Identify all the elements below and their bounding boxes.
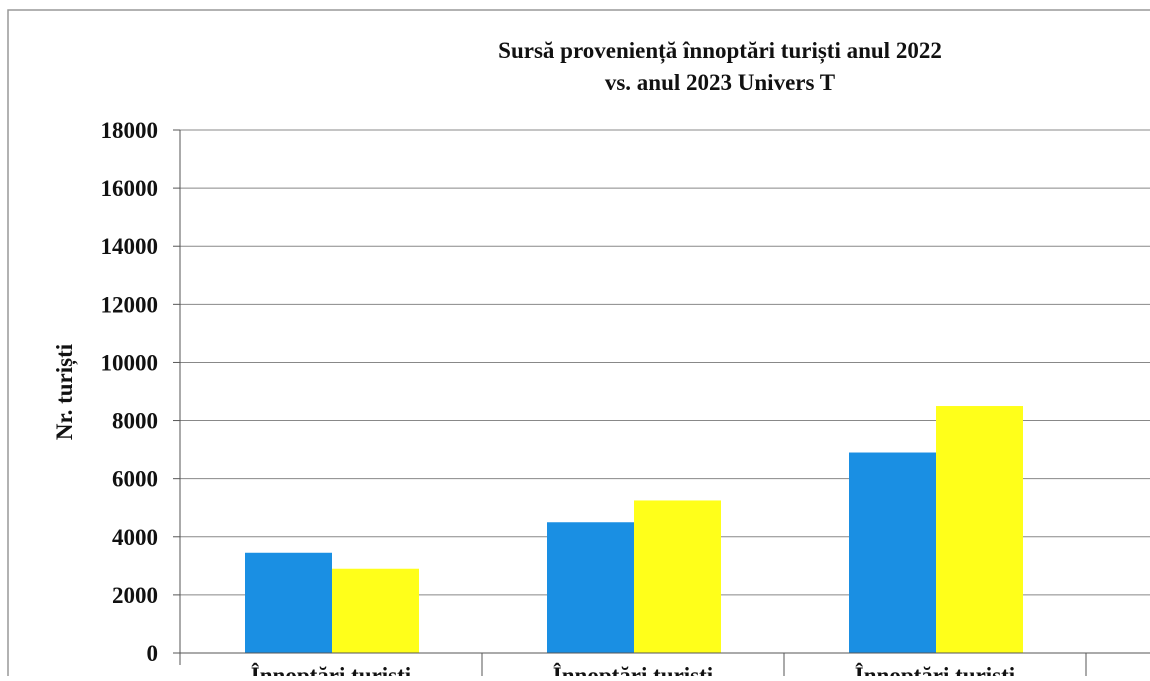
y-tick-label: 12000 — [101, 292, 159, 317]
x-tick-label: Înnoptări turiști — [553, 662, 714, 676]
y-tick-label: 8000 — [112, 409, 158, 434]
bar — [332, 568, 419, 653]
chart-title: Sursă proveniență înnoptări turiști anul… — [498, 38, 942, 64]
bar — [245, 552, 332, 653]
bar — [936, 406, 1023, 653]
y-axis-label: Nr. turiști — [52, 343, 78, 440]
y-tick-label: 10000 — [101, 350, 159, 375]
y-tick-label: 4000 — [112, 525, 158, 550]
y-tick-label: 18000 — [101, 118, 159, 143]
y-tick-label: 2000 — [112, 583, 158, 608]
bar — [547, 522, 634, 653]
chart-frame — [7, 9, 1150, 681]
y-tick-label: 6000 — [112, 467, 158, 492]
x-tick-label: Înnoptări turiști — [251, 662, 412, 676]
y-tick-label: 16000 — [101, 176, 159, 201]
chart-title: vs. anul 2023 Univers T — [605, 70, 835, 95]
y-tick-label: 14000 — [101, 234, 159, 259]
bar — [849, 452, 936, 653]
bar — [634, 500, 721, 653]
x-tick-label: Înnoptări turiști — [855, 662, 1016, 676]
y-tick-label: 0 — [147, 641, 159, 666]
